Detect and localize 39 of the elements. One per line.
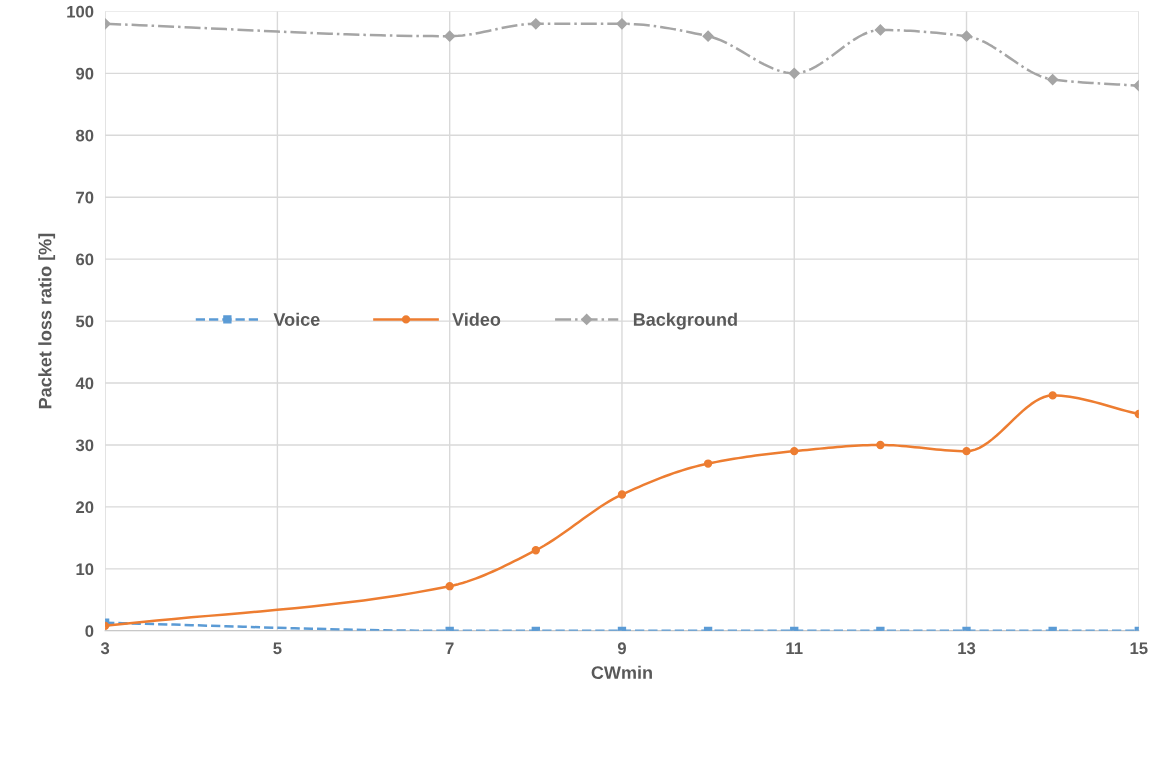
y-tick-label: 60 [76, 253, 94, 266]
y-tick-label: 90 [76, 67, 94, 80]
point [445, 582, 454, 591]
legend-label: Voice [273, 312, 320, 326]
point [788, 67, 800, 79]
point [1047, 73, 1059, 86]
point [876, 440, 885, 450]
point [531, 546, 540, 555]
y-axis-title: Packet loss ratio [%] [38, 233, 56, 409]
legend-label: Background [633, 312, 737, 330]
y-tick-label: 80 [76, 129, 94, 142]
x-tick-label: 9 [617, 642, 626, 655]
legend-label: Video [452, 312, 501, 326]
point [960, 30, 973, 42]
point [703, 459, 713, 468]
y-tick-label: 20 [76, 501, 94, 514]
x-tick-label: 7 [445, 642, 454, 654]
x-tick-label: 15 [1130, 642, 1148, 655]
y-tick-label: 50 [75, 315, 94, 328]
point [790, 447, 799, 456]
y-tick-label: 0 [85, 625, 94, 637]
y-tick-label: 100 [67, 5, 94, 18]
point [1048, 391, 1057, 400]
x-tick-label: 3 [100, 642, 110, 655]
x-axis-title: CWmin [591, 665, 652, 680]
point [702, 30, 714, 42]
y-tick-label: 10 [76, 563, 94, 576]
x-tick-label: 11 [786, 642, 803, 654]
point [444, 30, 456, 42]
y-tick-label: 30 [75, 439, 94, 452]
point [617, 490, 627, 499]
x-tick-label: 5 [273, 642, 282, 655]
y-tick-label: 40 [75, 377, 94, 390]
y-tick-label: 70 [76, 191, 94, 204]
point [530, 18, 542, 30]
x-tick-label: 13 [958, 642, 976, 655]
point [616, 18, 628, 30]
point [962, 447, 971, 456]
point [874, 24, 886, 36]
